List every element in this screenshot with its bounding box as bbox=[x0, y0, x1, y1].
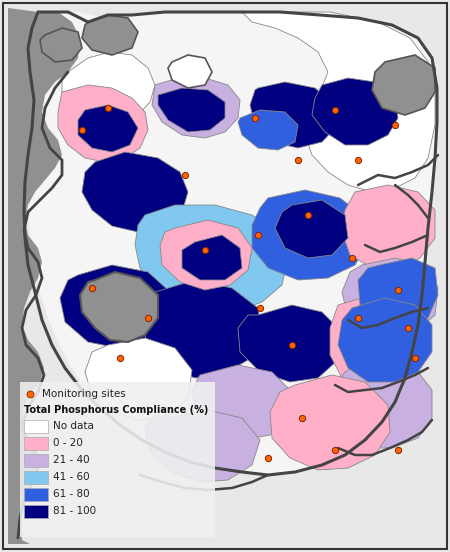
Text: No data: No data bbox=[53, 421, 94, 431]
Bar bbox=[24, 454, 48, 466]
Polygon shape bbox=[58, 85, 148, 162]
Polygon shape bbox=[168, 55, 212, 88]
Polygon shape bbox=[342, 258, 438, 338]
Polygon shape bbox=[372, 55, 435, 115]
Polygon shape bbox=[8, 8, 440, 544]
Bar bbox=[24, 420, 48, 433]
Polygon shape bbox=[82, 15, 138, 55]
Polygon shape bbox=[135, 205, 288, 315]
Polygon shape bbox=[330, 295, 428, 390]
Polygon shape bbox=[142, 280, 262, 378]
Polygon shape bbox=[160, 220, 252, 290]
Bar bbox=[24, 470, 48, 484]
Text: 21 - 40: 21 - 40 bbox=[53, 455, 90, 465]
Text: Total Phosphorus Compliance (%): Total Phosphorus Compliance (%) bbox=[24, 405, 208, 415]
Polygon shape bbox=[270, 375, 390, 470]
Polygon shape bbox=[332, 360, 432, 448]
Text: 0 - 20: 0 - 20 bbox=[53, 438, 83, 448]
Bar bbox=[24, 487, 48, 501]
Polygon shape bbox=[145, 410, 260, 482]
Polygon shape bbox=[40, 28, 82, 62]
Polygon shape bbox=[182, 235, 242, 280]
Text: 61 - 80: 61 - 80 bbox=[53, 489, 90, 499]
Polygon shape bbox=[78, 105, 138, 152]
Polygon shape bbox=[192, 365, 292, 440]
Text: 81 - 100: 81 - 100 bbox=[53, 506, 96, 516]
Bar bbox=[24, 505, 48, 518]
Polygon shape bbox=[358, 258, 438, 328]
Polygon shape bbox=[238, 110, 298, 150]
Polygon shape bbox=[28, 12, 437, 475]
Polygon shape bbox=[80, 272, 158, 342]
Bar bbox=[20, 382, 215, 537]
Polygon shape bbox=[60, 265, 168, 348]
Polygon shape bbox=[275, 200, 348, 258]
Polygon shape bbox=[312, 78, 398, 145]
Polygon shape bbox=[252, 190, 368, 280]
Text: 41 - 60: 41 - 60 bbox=[53, 472, 90, 482]
Polygon shape bbox=[338, 298, 432, 382]
Polygon shape bbox=[8, 8, 80, 544]
Text: Monitoring sites: Monitoring sites bbox=[42, 389, 126, 399]
Polygon shape bbox=[238, 305, 342, 382]
Polygon shape bbox=[242, 12, 435, 192]
Polygon shape bbox=[62, 52, 155, 125]
Bar bbox=[24, 437, 48, 449]
Polygon shape bbox=[82, 152, 188, 232]
Polygon shape bbox=[158, 88, 225, 132]
Polygon shape bbox=[85, 338, 192, 420]
Polygon shape bbox=[342, 185, 435, 268]
Polygon shape bbox=[250, 82, 338, 148]
Polygon shape bbox=[152, 78, 240, 138]
